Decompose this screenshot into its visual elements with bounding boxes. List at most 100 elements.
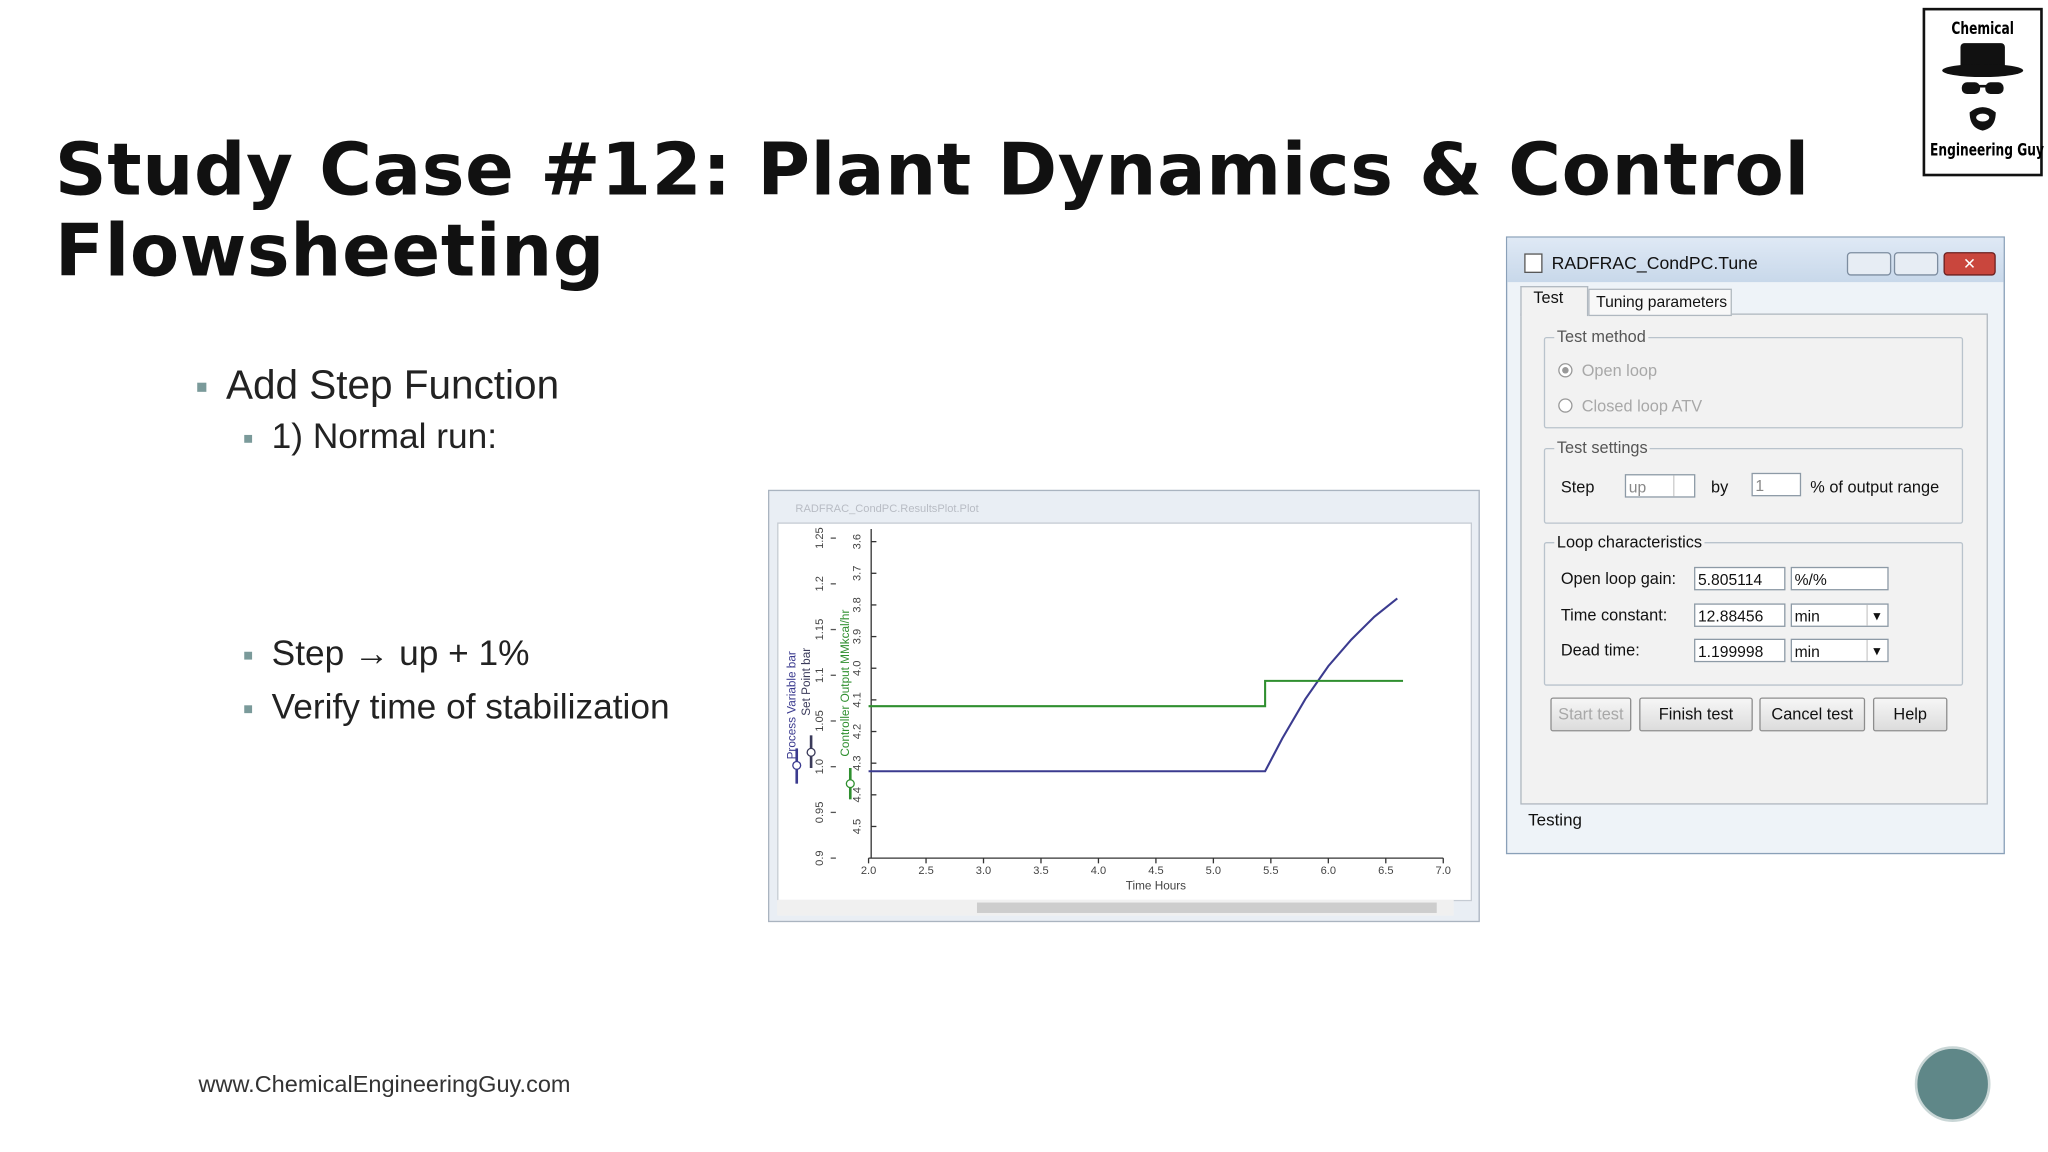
bullet: Add Step Function (225, 361, 560, 408)
bullet: Step → up + 1% (271, 633, 530, 673)
logo-text: Engineering Guy (1930, 141, 2044, 161)
y2-tick-label: 4.1 (852, 692, 864, 707)
x-axis-label: Time Hours (1126, 879, 1186, 892)
y2-tick-label: 4.2 (852, 724, 864, 739)
y-axis-title: Set Point bar (800, 648, 813, 716)
combo-arrow[interactable]: ▾ (1866, 639, 1886, 661)
field-label: Time constant: (1560, 605, 1668, 624)
y-tick-label: 1.15 (814, 619, 826, 641)
y2-axis-title: Controller Output MMkcal/hr (839, 610, 852, 757)
button[interactable]: Cancel test (1759, 697, 1866, 732)
bullet: 1) Normal run: (271, 416, 498, 456)
x-tick-label: 4.5 (1148, 865, 1163, 877)
plot-area (777, 522, 1472, 902)
y2-tick-label: 3.9 (852, 629, 864, 644)
unit-value: min (1794, 606, 1820, 625)
dialog-icon (1524, 253, 1543, 273)
combo-box[interactable]: min ▾ (1790, 638, 1889, 663)
logo-icon (1942, 43, 2024, 131)
text-field[interactable]: 1 (1751, 472, 1802, 497)
bullet-marker (244, 705, 253, 714)
y-tick-label: 1.25 (814, 527, 826, 549)
y-tick-label: 1.2 (814, 576, 826, 591)
group-box (1543, 336, 1964, 429)
combo-box[interactable]: min ▾ (1790, 602, 1889, 627)
slide-title: Flowsheeting (54, 208, 605, 293)
dialog: RADFRAC_CondPC.Tune ✕ Test Tuning parame… (1505, 236, 2005, 855)
radio-label[interactable]: Open loop (1581, 361, 1658, 381)
y-tick-label: 0.9 (814, 850, 826, 865)
close-button[interactable]: ✕ (1943, 252, 1996, 276)
x-tick-label: 6.0 (1321, 865, 1336, 877)
logo (1922, 7, 2043, 177)
text-field[interactable]: 5.805114 (1694, 566, 1786, 591)
y2-tick-label: 4.0 (852, 661, 864, 676)
series-line (868, 679, 1404, 708)
y2-tick-label: 3.7 (852, 566, 864, 581)
tab[interactable] (1588, 288, 1732, 317)
combo-box[interactable]: up (1624, 474, 1696, 498)
group-box (1543, 542, 1964, 686)
logo-text: Chemical (1951, 19, 2014, 40)
y2-tick-label: 4.4 (852, 787, 864, 802)
button[interactable]: Help (1872, 697, 1948, 732)
y2-tick-label: 4.5 (852, 819, 864, 834)
tab-label[interactable]: Test (1533, 288, 1564, 307)
footer-url: www.ChemicalEngineeringGuy.com (198, 1071, 571, 1098)
combo-arrow[interactable] (1673, 475, 1693, 497)
radio-label[interactable]: Closed loop ATV (1581, 397, 1703, 416)
group-box (1543, 447, 1964, 524)
legend-marker (792, 760, 802, 770)
y2-tick-label: 3.8 (852, 597, 864, 612)
plot-window-title: RADFRAC_CondPC.ResultsPlot.Plot (795, 501, 979, 515)
x-tick-label: 6.5 (1378, 865, 1393, 877)
tab-label[interactable]: Tuning parameters (1596, 292, 1728, 311)
y2-tick-label: 3.6 (852, 534, 864, 549)
combo-arrow[interactable]: ▾ (1866, 604, 1886, 625)
x-tick-label: 3.5 (1033, 865, 1048, 877)
x-tick-label: 4.0 (1091, 865, 1106, 877)
dialog-title: RADFRAC_CondPC.Tune (1551, 253, 1758, 273)
y2-tick-label: 4.3 (852, 755, 864, 770)
text-field[interactable]: %/% (1790, 566, 1889, 591)
slide-title: Study Case #12: Plant Dynamics & Control (54, 127, 1810, 212)
bullet-marker (244, 651, 253, 660)
x-tick-label: 2.5 (918, 865, 933, 877)
tab[interactable] (1520, 286, 1589, 317)
radio-dot (1562, 367, 1569, 374)
radio[interactable] (1558, 398, 1573, 413)
minimize-button[interactable] (1846, 252, 1892, 276)
text-field[interactable]: 12.88456 (1694, 602, 1786, 627)
bullet-marker (244, 434, 253, 443)
y-axis-title: Process Variable bar (785, 651, 798, 759)
legend-marker (806, 747, 816, 757)
field-label: Dead time: (1560, 641, 1640, 660)
field-label: by (1711, 478, 1729, 497)
group-label: Test settings (1554, 438, 1651, 458)
button[interactable]: Start test (1550, 697, 1632, 732)
field-label: Open loop gain: (1560, 569, 1677, 588)
group-label: Loop characteristics (1554, 532, 1705, 552)
bullet: Verify time of stabilization (271, 687, 670, 727)
y-tick-label: 1.05 (814, 710, 826, 732)
button[interactable]: Finish test (1639, 697, 1753, 732)
group-label: Test method (1554, 327, 1649, 347)
x-tick-label: 7.0 (1436, 865, 1451, 877)
y-tick-label: 1.0 (814, 759, 826, 774)
x-tick-label: 2.0 (861, 865, 876, 877)
decor-circle (1914, 1046, 1991, 1122)
unit-value: %/% (1794, 570, 1827, 590)
text-field[interactable]: 1.199998 (1694, 638, 1786, 663)
combo-value: up (1628, 478, 1647, 497)
bullet-marker (197, 382, 207, 392)
unit-value: min (1794, 642, 1820, 661)
y-tick-label: 0.95 (814, 802, 826, 824)
scrollbar-thumb[interactable] (976, 902, 1437, 913)
series-line (868, 597, 1398, 773)
x-tick-label: 3.0 (976, 865, 991, 877)
maximize-button[interactable] (1893, 252, 1939, 276)
field-label: Step (1560, 478, 1595, 497)
